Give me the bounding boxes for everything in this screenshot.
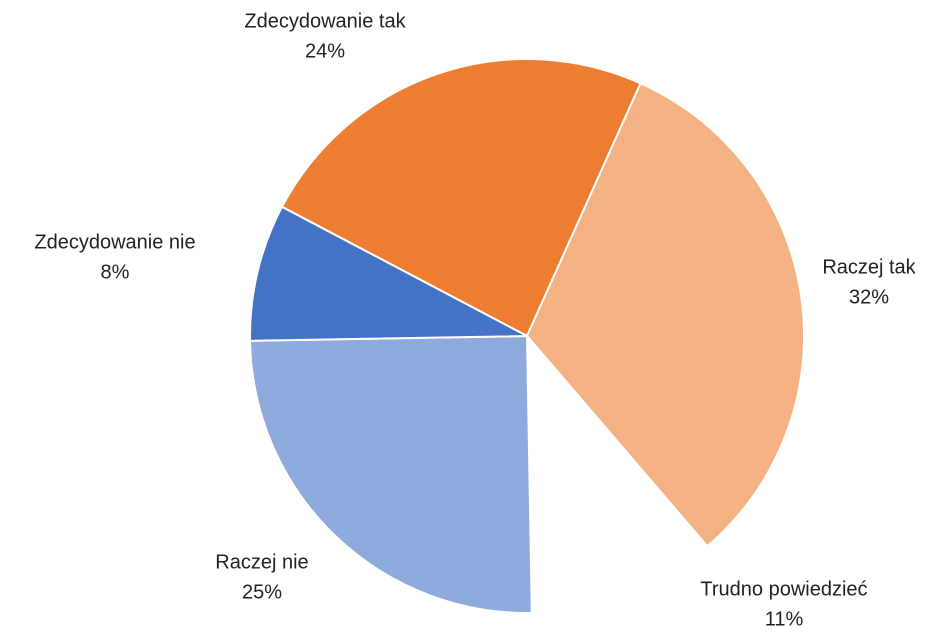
slice-value-label: 25% <box>242 581 282 603</box>
slice-label: Zdecydowanie nie <box>34 231 195 253</box>
pie-slice <box>249 205 528 342</box>
slice-label: Zdecydowanie tak <box>244 10 406 32</box>
slice-label: Trudno powiedzieć <box>700 578 867 600</box>
pie-slice <box>525 333 709 614</box>
slice-label: Raczej tak <box>822 256 916 278</box>
slice-value-label: 11% <box>765 608 804 630</box>
slice-label: Raczej nie <box>215 551 308 573</box>
pie-slice <box>525 82 805 548</box>
slice-value-label: 32% <box>849 286 889 308</box>
pie-slice <box>280 58 642 338</box>
slice-value-label: 8% <box>101 261 130 283</box>
slice-value-label: 24% <box>305 40 345 62</box>
pie-slice <box>249 334 533 614</box>
